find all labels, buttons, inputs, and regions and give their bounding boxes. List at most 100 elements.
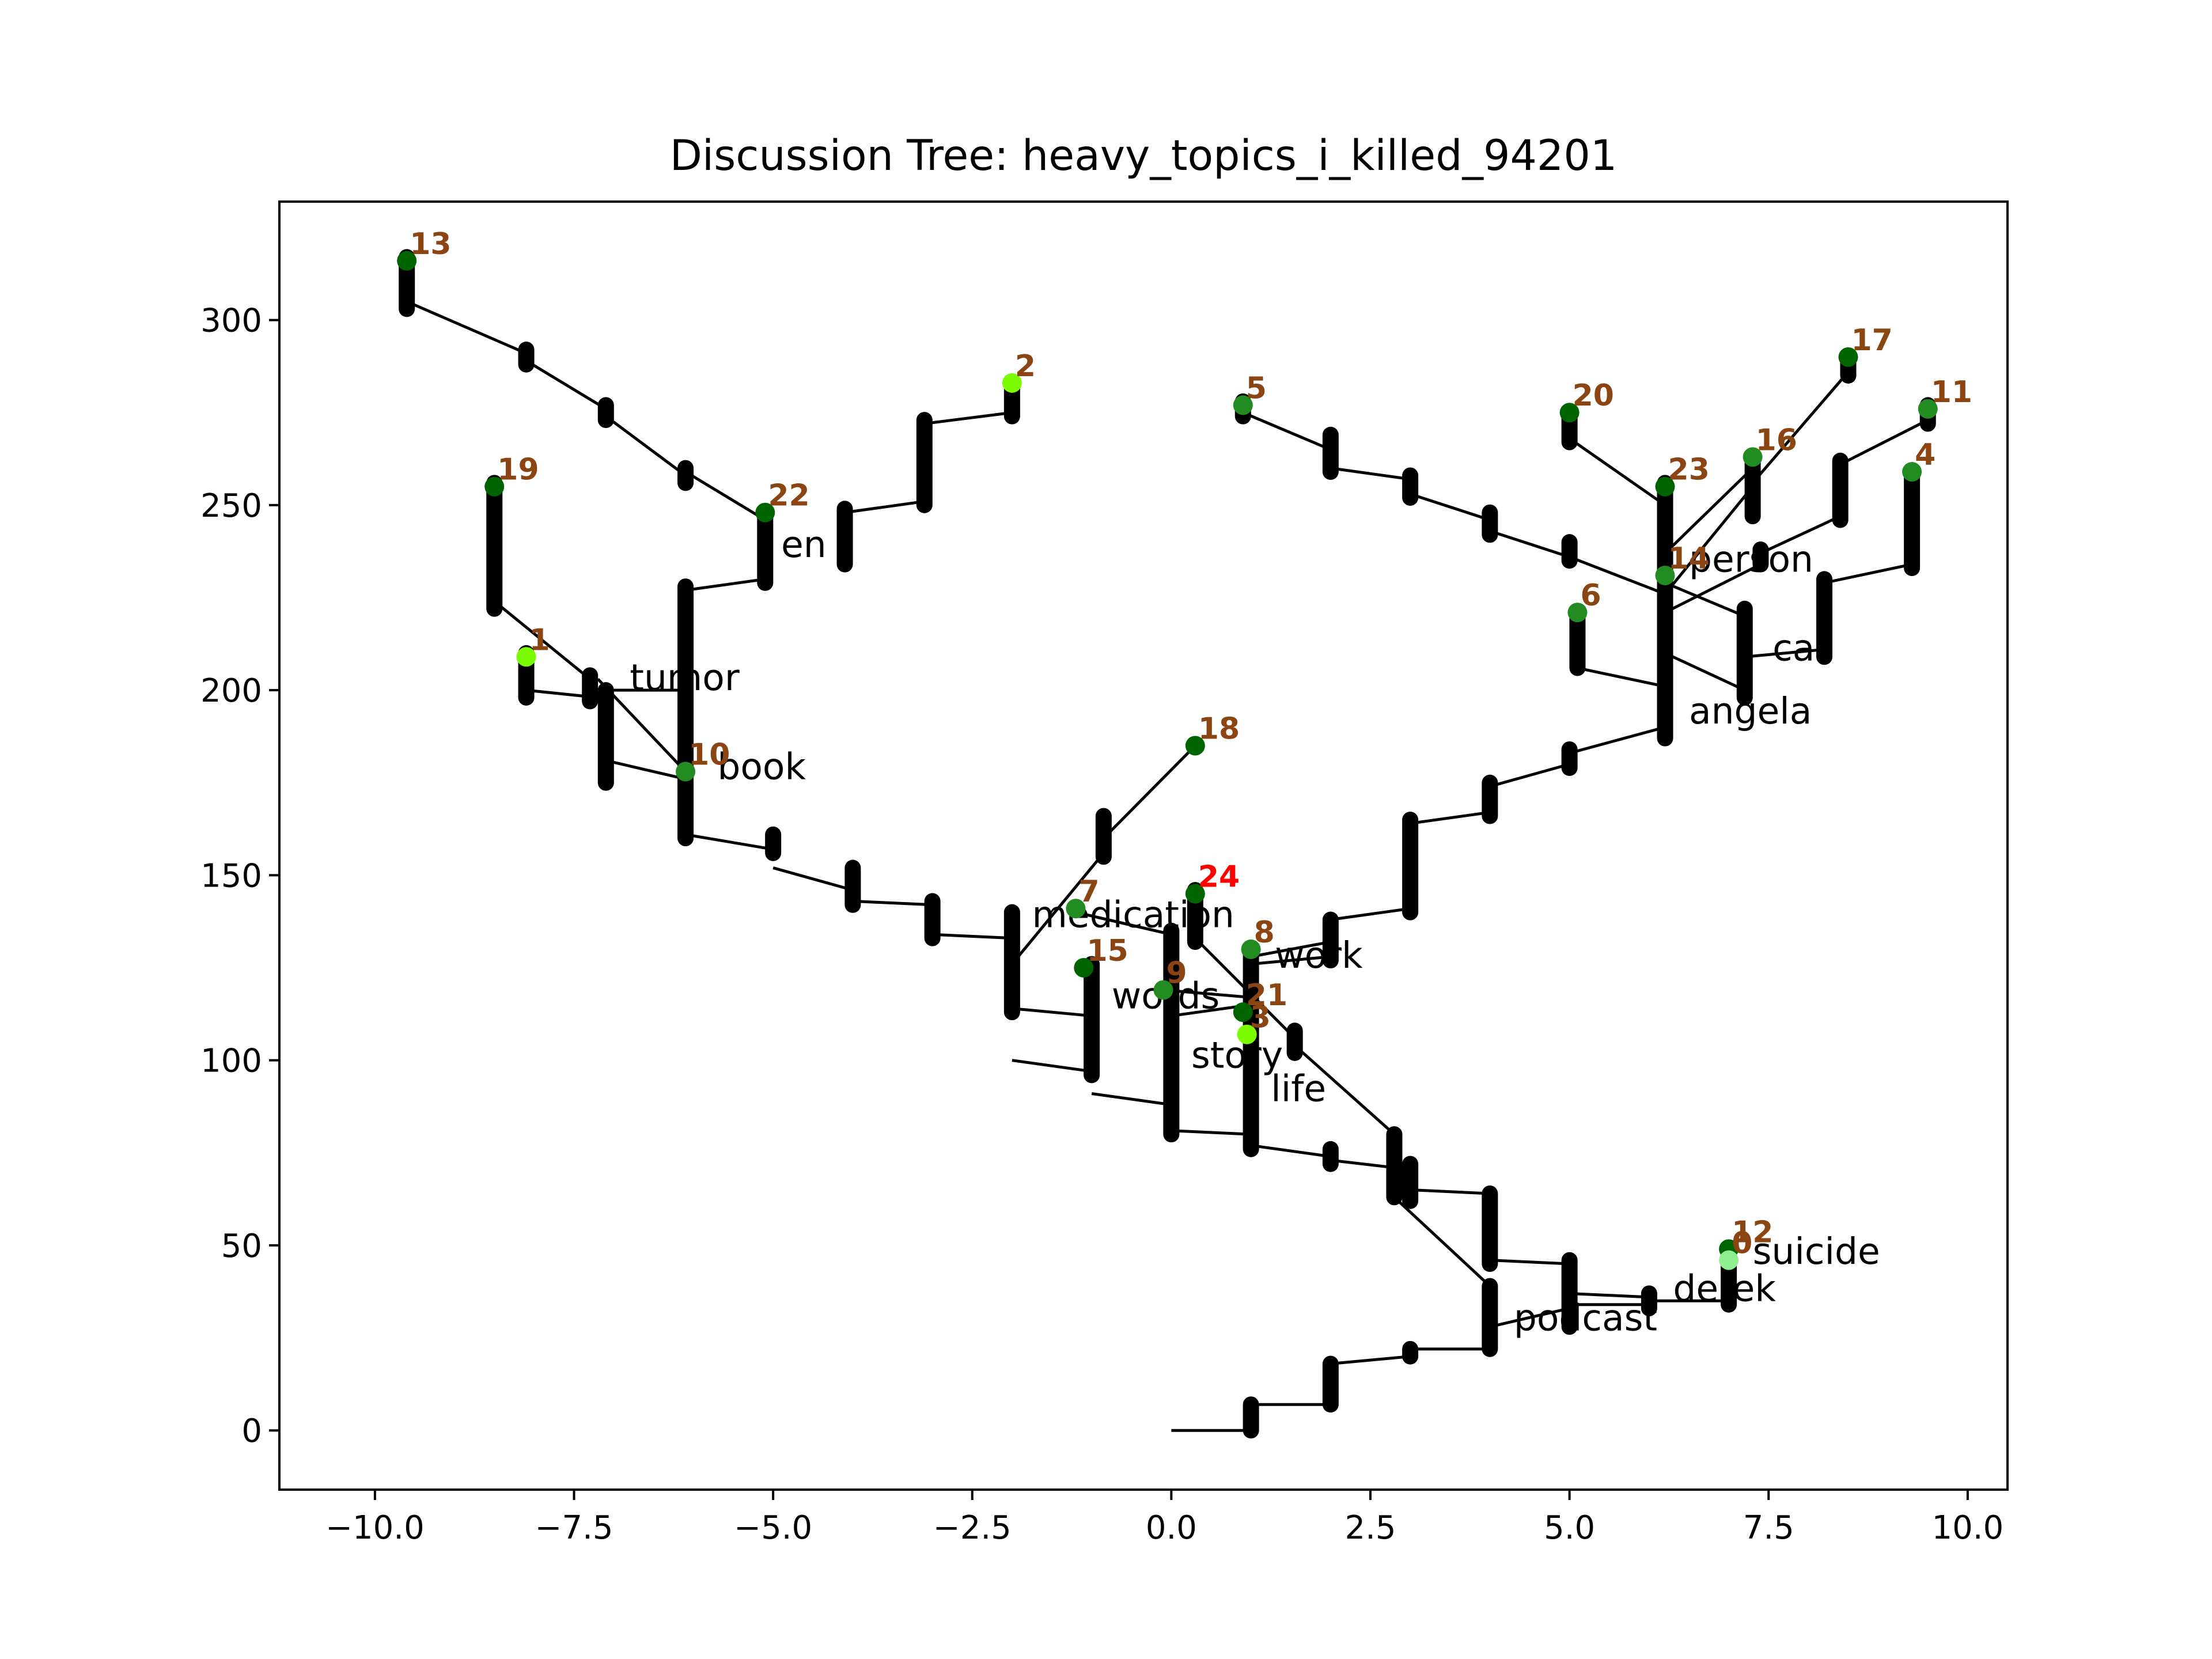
tree-edge — [844, 499, 925, 514]
y-tick-label: 50 — [221, 1228, 262, 1265]
comment-id-label: 9 — [1166, 956, 1187, 991]
tree-edge — [1577, 666, 1666, 688]
comment-node — [1559, 403, 1580, 423]
tree-edge — [1012, 1059, 1092, 1073]
comment-id-label: 12 — [1732, 1215, 1773, 1249]
topic-word-label: medication — [1032, 893, 1234, 935]
comment-node — [1241, 939, 1261, 959]
comment-node — [1655, 476, 1675, 497]
comment-node — [1185, 736, 1205, 756]
comment-node — [397, 251, 417, 271]
tree-edge — [1664, 581, 1745, 618]
comment-id-label: 19 — [497, 453, 539, 487]
tree-edge — [1294, 1044, 1396, 1136]
tree-edge — [1091, 1092, 1172, 1107]
comment-node — [676, 762, 696, 782]
comment-id-label: 10 — [688, 737, 730, 772]
topic-word-label: derek — [1673, 1267, 1776, 1309]
tree-edge — [1330, 467, 1411, 481]
x-tick-label: −7.5 — [535, 1509, 613, 1547]
x-tick-label: −2.5 — [933, 1509, 1012, 1547]
comment-node — [516, 647, 536, 667]
tree-edge — [1489, 763, 1570, 788]
tree-edge — [1664, 563, 1762, 614]
tree-edge — [1242, 411, 1331, 451]
tree-edge — [525, 359, 607, 410]
y-tick-label: 200 — [200, 672, 262, 710]
tree-edge — [1839, 418, 1929, 466]
tree-edge — [605, 415, 687, 477]
y-axis: 0 50 100 150 200 250 300 — [200, 302, 279, 1450]
tree-edge — [1251, 955, 1331, 966]
topic-word-label: podcast — [1514, 1297, 1657, 1339]
x-tick-label: −5.0 — [734, 1509, 812, 1547]
y-tick-label: 250 — [200, 487, 262, 525]
tree-edge — [685, 577, 766, 592]
comment-id-label: 16 — [1756, 423, 1797, 457]
comment-id-label: 17 — [1851, 323, 1893, 358]
tree-edge — [1664, 486, 1754, 595]
y-tick-label: 100 — [200, 1043, 262, 1080]
tree-edge — [1171, 1129, 1251, 1136]
comment-id-label: 3 — [1250, 1001, 1271, 1035]
comment-node — [1185, 884, 1205, 904]
comment-node — [1233, 395, 1253, 415]
comment-node — [1567, 603, 1588, 623]
tree-edge — [1410, 810, 1490, 825]
comment-id-label: 20 — [1573, 378, 1614, 413]
comment-id-label: 13 — [410, 227, 451, 262]
comment-id-label: 24 — [1198, 860, 1240, 895]
comment-node — [1838, 347, 1858, 367]
comment-node — [1002, 373, 1022, 393]
comment-id-label: 14 — [1668, 541, 1710, 576]
comment-id-label: 11 — [1931, 375, 1972, 410]
tree-edge — [605, 759, 686, 781]
tree-edge — [1664, 652, 1745, 692]
y-tick-label: 150 — [200, 857, 262, 895]
tree-edge — [1330, 1158, 1395, 1169]
tree-edge — [685, 833, 774, 851]
tree-edge — [1103, 744, 1196, 839]
comment-id-label: 4 — [1915, 438, 1936, 472]
tree-edge — [1569, 1291, 1649, 1299]
comment-id-label: 22 — [768, 479, 809, 513]
y-tick-label: 0 — [241, 1412, 262, 1450]
comment-id-label: 8 — [1254, 915, 1275, 950]
tree-edge — [924, 411, 1013, 425]
x-axis: −10.0 −7.5 −5.0 −2.5 0.0 2.5 5.0 7.5 10.0 — [325, 1490, 2003, 1547]
tree-edge — [1489, 529, 1570, 559]
tree-edge — [772, 866, 854, 892]
comment-node — [1719, 1250, 1739, 1270]
tree-edge — [1760, 514, 1841, 555]
comment-node — [1902, 462, 1922, 482]
tree-edge — [1251, 940, 1331, 959]
tree-edge — [1751, 370, 1850, 484]
tree-edge — [1393, 1196, 1491, 1287]
comment-id-label: 1 — [529, 623, 550, 657]
y-tick-label: 300 — [200, 302, 262, 340]
topic-word-label: car — [1772, 627, 1830, 669]
plot-content: entumorbookmedicationworkwordsstorylifep… — [397, 227, 1972, 1439]
tree-edge — [932, 933, 1013, 940]
tree-edge — [493, 600, 591, 680]
tree-edge — [1410, 1188, 1490, 1195]
tree-edge — [1490, 1259, 1570, 1266]
x-tick-label: 10.0 — [1932, 1509, 2004, 1547]
tree-edge — [1569, 555, 1666, 596]
comment-node — [1153, 980, 1173, 1000]
topic-word-label: angela — [1689, 690, 1812, 732]
tree-edge — [1664, 467, 1754, 555]
comment-id-label: 15 — [1086, 934, 1128, 968]
tree-edge — [1824, 563, 1912, 585]
topic-word-label: work — [1275, 934, 1363, 976]
x-tick-label: 2.5 — [1344, 1509, 1396, 1547]
topic-word-label: story — [1191, 1035, 1283, 1077]
tree-edge — [1744, 647, 1825, 658]
axes-frame — [278, 200, 2009, 1491]
comment-node — [1918, 399, 1938, 419]
topic-word-label: suicide — [1753, 1230, 1880, 1272]
x-tick-label: 0.0 — [1146, 1509, 1197, 1547]
tree-edge — [1251, 1143, 1331, 1158]
topic-word-label: life — [1271, 1067, 1326, 1109]
